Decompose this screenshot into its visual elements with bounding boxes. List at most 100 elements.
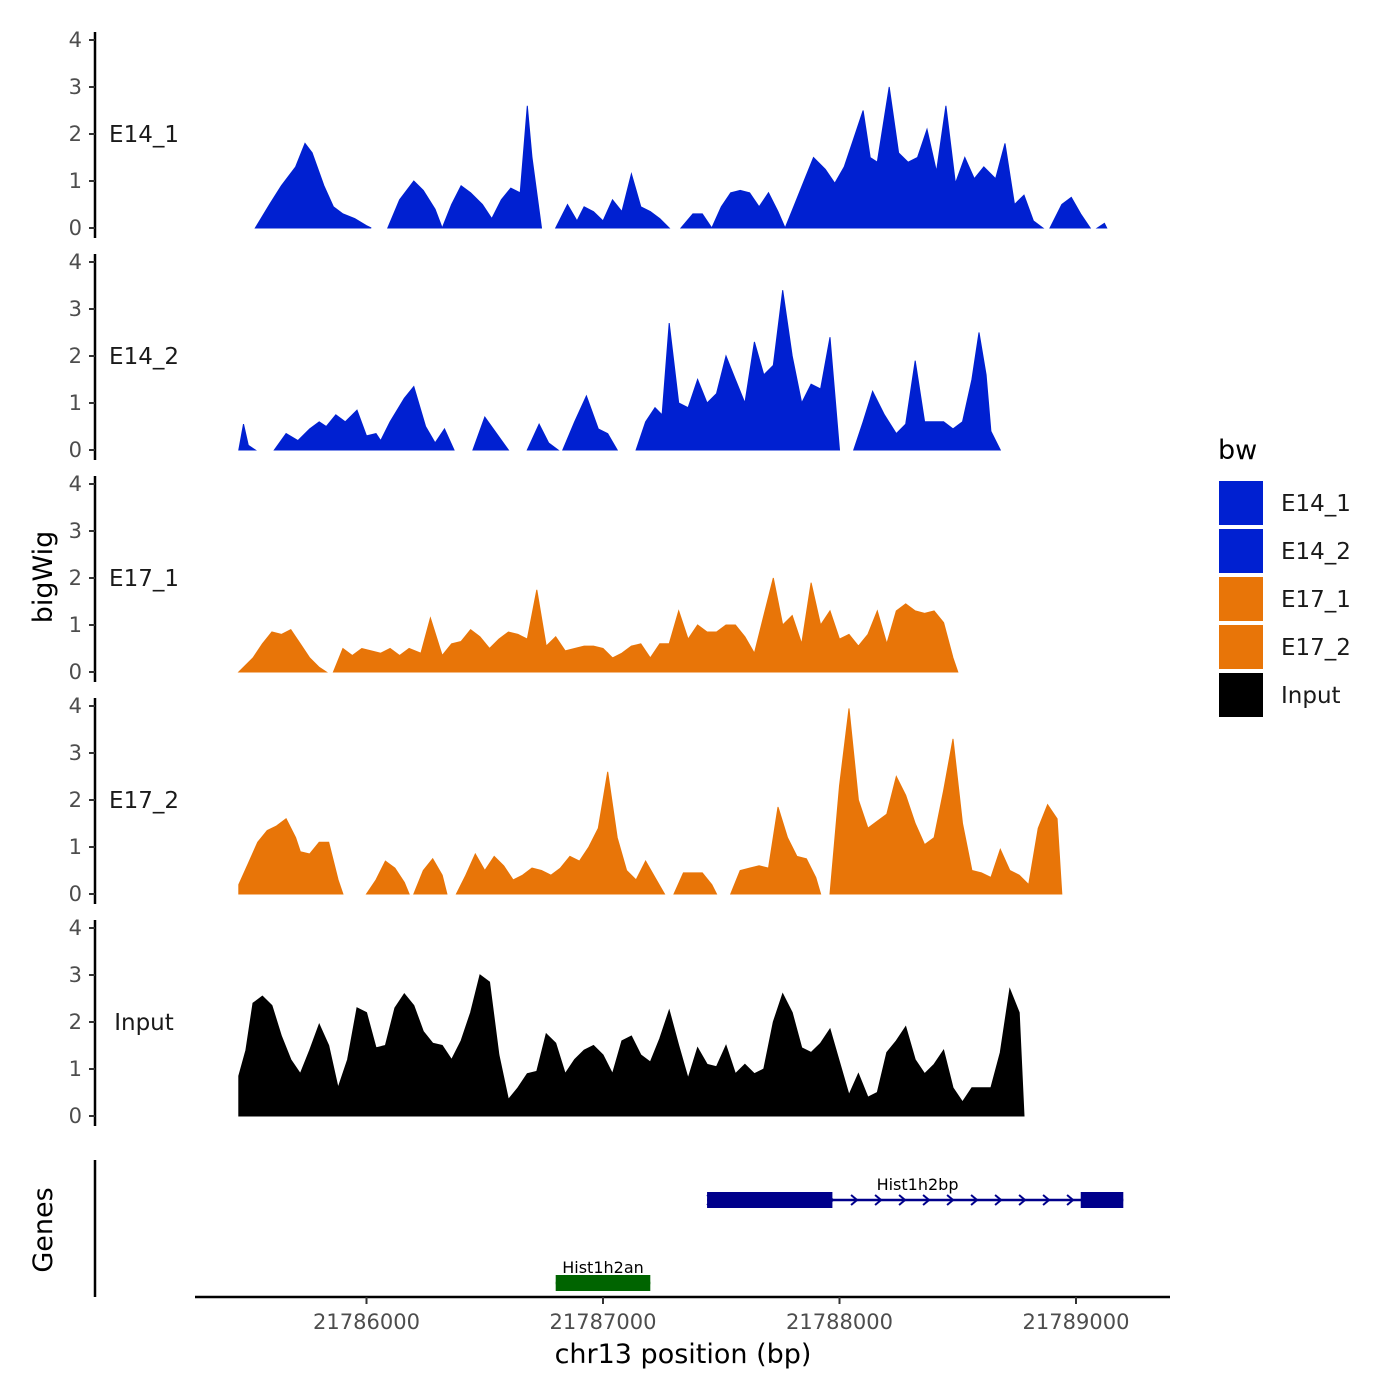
y-tick-label: 0 xyxy=(69,882,82,906)
y-tick-label: 1 xyxy=(69,169,82,193)
y-tick-label: 4 xyxy=(69,250,82,274)
x-tick-label: 21786000 xyxy=(313,1310,420,1334)
coverage-area-e14-2 xyxy=(238,423,257,451)
track-label-e14-1: E14_1 xyxy=(109,122,179,148)
coverage-area-e14-2 xyxy=(472,416,510,451)
track-label-input: Input xyxy=(114,1010,174,1036)
y-tick-label: 1 xyxy=(69,613,82,637)
strand-chevron xyxy=(850,1194,859,1206)
y-tick-label: 4 xyxy=(69,472,82,496)
coverage-area-e14-1 xyxy=(254,142,372,229)
strand-chevron xyxy=(1042,1194,1051,1206)
legend-label-input: Input xyxy=(1281,683,1341,709)
gene-hist1h2bp: Hist1h2bp xyxy=(706,1175,1124,1208)
gene-exon xyxy=(707,1192,833,1208)
coverage-area-e14-1 xyxy=(554,171,671,229)
coverage-area-e14-2 xyxy=(526,422,560,451)
coverage-area-e14-2 xyxy=(635,290,841,451)
gene-models: Hist1h2bp Hist1h2an xyxy=(555,1175,1124,1291)
coverage-area-e14-1 xyxy=(784,86,1045,229)
x-tick-label: 21787000 xyxy=(550,1310,657,1334)
coverage-area-e14-2 xyxy=(853,332,1002,451)
strand-chevron xyxy=(994,1194,1003,1206)
legend-label-e14-1: E14_1 xyxy=(1281,491,1351,517)
coverage-area-e17-2 xyxy=(365,860,410,895)
coverage-area-e17-2 xyxy=(455,771,666,895)
coverage-area-e14-1 xyxy=(1049,196,1092,229)
track-e14-2: 0 1 2 3 4 E14_2 xyxy=(69,250,1002,462)
track-e14-1: 0 1 2 3 4 E14_1 xyxy=(69,28,1108,240)
y-tick-label: 4 xyxy=(69,28,82,52)
gene-hist1h2an: Hist1h2an xyxy=(555,1258,651,1291)
y-tick-label: 2 xyxy=(69,788,82,812)
track-e17-2: 0 1 2 3 4 E17_2 xyxy=(69,694,1063,906)
y-tick-label: 3 xyxy=(69,297,82,321)
gene-label: Hist1h2bp xyxy=(877,1175,959,1194)
y-tick-label: 4 xyxy=(69,916,82,940)
y-tick-label: 0 xyxy=(69,660,82,684)
y-tick-label: 3 xyxy=(69,75,82,99)
y-tick-label: 0 xyxy=(69,1104,82,1128)
strand-chevron xyxy=(874,1194,883,1206)
legend-label-e17-1: E17_1 xyxy=(1281,587,1351,613)
legend-swatch-e14-2 xyxy=(1217,527,1265,575)
y-tick-label: 2 xyxy=(69,566,82,590)
legend-entries: E14_1 E14_2 E17_1 E17_2 Input xyxy=(1217,479,1351,719)
y-tick-label: 3 xyxy=(69,963,82,987)
strand-chevron xyxy=(970,1194,979,1206)
track-label-e17-2: E17_2 xyxy=(109,788,179,814)
legend-label-e14-2: E14_2 xyxy=(1281,539,1351,565)
strand-chevron xyxy=(898,1194,907,1206)
strand-chevron xyxy=(946,1194,955,1206)
coverage-area-e14-1 xyxy=(711,189,786,229)
legend-swatch-e14-1 xyxy=(1217,479,1265,527)
legend-label-e17-2: E17_2 xyxy=(1281,635,1351,661)
coverage-area-e17-2 xyxy=(673,872,718,895)
genes-panel: Genes Hist1h2bp Hist1h2an xyxy=(28,1160,1124,1297)
y-tick-label: 1 xyxy=(69,1057,82,1081)
track-input: 0 1 2 3 4 Input xyxy=(69,916,1025,1128)
y-tick-label: 2 xyxy=(69,122,82,146)
track-e17-1: 0 1 2 3 4 E17_1 xyxy=(69,472,959,684)
x-tick-label: 21788000 xyxy=(786,1310,893,1334)
y-tick-label: 3 xyxy=(69,741,82,765)
y-tick-label: 1 xyxy=(69,835,82,859)
legend-swatch-e17-1 xyxy=(1217,575,1265,623)
coverage-area-e17-2 xyxy=(413,857,448,895)
track-label-e17-1: E17_1 xyxy=(109,566,179,592)
coverage-area-e14-1 xyxy=(1095,222,1108,229)
x-axis-title: chr13 position (bp) xyxy=(555,1339,812,1370)
x-ticks: 21786000 21787000 21788000 21789000 xyxy=(313,1297,1129,1334)
y-tick-label: 0 xyxy=(69,216,82,240)
y-tick-label: 0 xyxy=(69,438,82,462)
y-tick-label: 4 xyxy=(69,694,82,718)
genes-axis-title: Genes xyxy=(28,1187,59,1272)
y-tick-label: 2 xyxy=(69,344,82,368)
legend: bw E14_1 E14_2 E17_1 E17_2 Input xyxy=(1217,435,1351,719)
gene-exon xyxy=(555,1275,651,1291)
coverage-area-e14-2 xyxy=(273,385,455,451)
coverage-tracks: 0 1 2 3 4 E14_1 0 1 2 3 4 E14_2 0 1 2 3 4 E17_1 0 1 2 3 4 E17_2… xyxy=(69,28,1108,1128)
coverage-area-e14-2 xyxy=(562,394,619,451)
y-tick-label: 2 xyxy=(69,1010,82,1034)
coverage-area-e14-1 xyxy=(441,105,543,229)
strand-chevron xyxy=(1018,1194,1027,1206)
coverage-area-e17-1 xyxy=(332,577,959,673)
track-label-e14-2: E14_2 xyxy=(109,344,179,370)
legend-title: bw xyxy=(1218,435,1257,466)
coverage-area-e17-2 xyxy=(829,708,1063,895)
x-axis: 21786000 21787000 21788000 21789000 chr13 p… xyxy=(195,1295,1170,1370)
strand-chevron xyxy=(1066,1194,1075,1206)
gene-label: Hist1h2an xyxy=(562,1258,644,1277)
gene-exon xyxy=(1080,1192,1124,1208)
coverage-area-e14-1 xyxy=(679,213,713,229)
y-tick-label: 1 xyxy=(69,391,82,415)
coverage-area-input xyxy=(238,974,1025,1117)
legend-swatch-input xyxy=(1217,671,1265,719)
coverage-area-e14-1 xyxy=(387,180,443,229)
strand-chevron xyxy=(922,1194,931,1206)
coverage-area-e17-2 xyxy=(729,806,822,895)
y-tick-label: 3 xyxy=(69,519,82,543)
coverage-area-e17-2 xyxy=(238,818,344,895)
